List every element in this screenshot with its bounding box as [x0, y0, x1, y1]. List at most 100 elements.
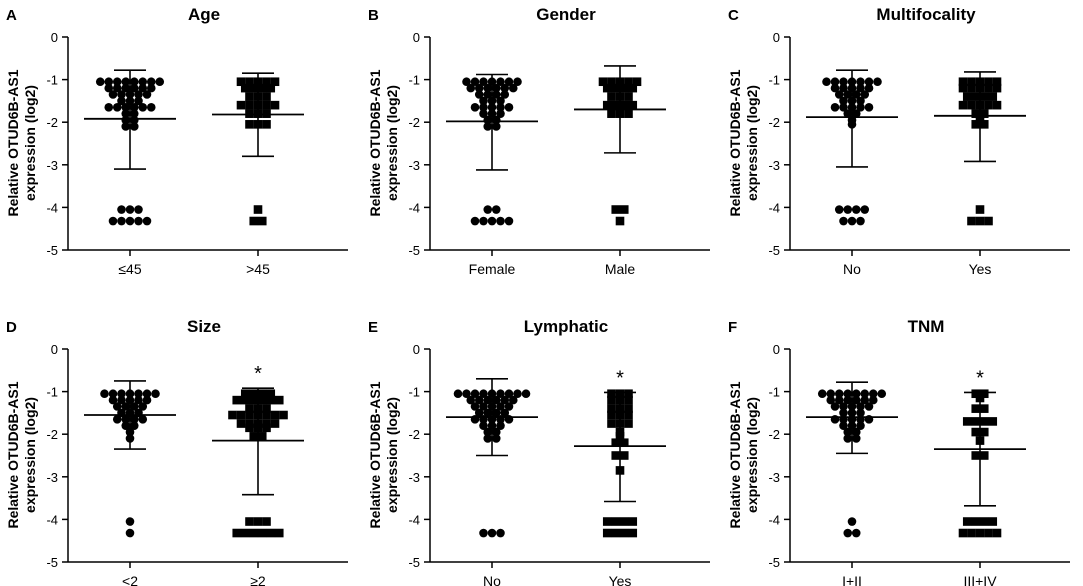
chart-4-group-1-point [611, 517, 621, 526]
chart-4-group-1-significance-marker: * [616, 367, 624, 389]
chart-0-group-1-point [257, 216, 267, 226]
chart-3-group-1-point [245, 410, 254, 420]
chart-1-group-0-point [500, 90, 510, 99]
chart-0-group-0-point [142, 216, 152, 226]
chart-1-group-0-point [470, 216, 480, 226]
chart-4-ylabel-line2: expression (log2) [384, 397, 400, 513]
chart-5-ytick-label: 0 [773, 342, 780, 357]
chart-5-ylabel-line2: expression (log2) [744, 397, 760, 513]
chart-1-group-1-point [619, 83, 629, 93]
chart-3-group-1-point [266, 389, 276, 399]
chart-2-title: Multifocality [876, 5, 976, 24]
chart-4-group-0-point [496, 389, 505, 399]
chart-2-group-0-point [839, 77, 848, 87]
chart-2-group-0-point [864, 102, 874, 112]
chart-2-group-0-point [839, 102, 848, 112]
chart-2-group-0-point [851, 109, 861, 118]
chart-2-group-1-point [967, 100, 976, 110]
chart-4-group-0-point [483, 395, 493, 405]
chart-5-group-1-point [984, 528, 993, 538]
chart-5-group-0-point [839, 421, 848, 430]
chart-1-title: Gender [536, 5, 596, 24]
chart-3-group-1-point [262, 410, 271, 420]
chart-4-group-1-point [602, 517, 612, 526]
chart-3-ytick-label: -2 [46, 427, 58, 442]
chart-4-group-1-point [611, 438, 621, 448]
chart-1-group-1-label: Male [605, 261, 636, 277]
chart-3-group-1-point [245, 517, 254, 526]
chart-4-group-0-point [470, 402, 480, 411]
chart-0-group-0-point [121, 102, 131, 112]
chart-2-group-0-point [834, 205, 844, 214]
chart-1-group-0-point [491, 122, 501, 131]
chart-5-group-1-point [967, 528, 976, 538]
chart-5-group-0-point [826, 389, 836, 399]
chart-0-group-1-point [236, 100, 246, 110]
chart-5-group-1-point [988, 517, 998, 526]
chart-5-group-1-point [971, 451, 981, 460]
chart-2-group-1-point [984, 100, 993, 110]
chart-1-group-0-point [504, 77, 514, 87]
panel-d: D Size Relative OTUD6B-AS1expression (log2… [5, 317, 348, 586]
chart-0-group-0-point [134, 216, 143, 226]
chart-1-group-1-point [602, 100, 612, 110]
chart-2-group-1-point [979, 109, 989, 118]
chart-4-group-1-point [611, 451, 621, 460]
chart-1-group-0-point [479, 96, 488, 106]
chart-1-ytick-label: -4 [408, 200, 420, 215]
chart-2-group-1-point [975, 205, 985, 214]
chart-1-group-0-point [504, 102, 514, 112]
chart-4-group-1-point [607, 410, 616, 420]
chart-3-title: Size [187, 317, 221, 336]
chart-5-group-0-point [877, 389, 887, 399]
chart-1-group-1-point [611, 205, 621, 214]
chart-4-group-0-point [474, 395, 484, 405]
chart-3-group-1-point [249, 389, 259, 399]
chart-0-group-0-point [146, 102, 156, 112]
chart-5-group-0-label: I+II [842, 573, 862, 586]
chart-1-group-0-point [491, 90, 501, 99]
chart-3-group-1-point [257, 395, 267, 405]
chart-4-group-0-point [487, 528, 497, 538]
chart-4-group-1-point [607, 404, 616, 413]
chart-5-group-0-point [847, 517, 857, 526]
chart-4-group-0-point [491, 427, 501, 437]
chart-5-group-0-point [826, 395, 836, 405]
chart-1-group-1-point [619, 100, 629, 110]
chart-3-group-1-point [262, 404, 271, 413]
chart-3-group-1-point [279, 410, 288, 420]
chart-0-group-0-point [134, 96, 143, 106]
chart-4-group-1-point [624, 410, 633, 420]
chart-1-group-1-point [607, 77, 616, 87]
chart-1-group-1-point [619, 205, 629, 214]
chart-5-group-0-point [851, 434, 861, 443]
chart-4-group-1-point [619, 528, 629, 538]
chart-1-group-1-point [607, 92, 616, 101]
chart-0-ytick-label: -5 [46, 243, 58, 258]
chart-3-group-0-point [138, 402, 148, 411]
chart-5-group-0-point [843, 434, 853, 443]
chart-3-group-1-point [240, 528, 250, 538]
chart-3-ylabel: Relative OTUD6B-AS1expression (log2) [5, 381, 38, 528]
chart-3-group-0-point [151, 389, 160, 399]
chart-0-group-0-point [129, 83, 139, 93]
chart-2-group-0-point [856, 96, 865, 106]
chart-0-group-0-point [129, 109, 139, 118]
chart-2-ytick-label: -2 [768, 115, 780, 130]
chart-0-group-0-point [104, 102, 114, 112]
chart-0-group-0-point [129, 122, 139, 131]
chart-4-group-0-point [496, 421, 505, 430]
chart-0-group-0-point [129, 102, 139, 112]
chart-1-ytick-label: -2 [408, 115, 420, 130]
chart-4-ytick-label: 0 [413, 342, 420, 357]
chart-3-group-1-point [228, 410, 237, 420]
chart-1-group-0-label: Female [469, 261, 516, 277]
chart-2-group-1-point [967, 216, 976, 226]
chart-3-group-1-point [232, 528, 242, 538]
chart-1-group-0-point [470, 102, 480, 112]
chart-1-group-0-point [487, 216, 497, 226]
chart-1-group-1-point [602, 83, 612, 93]
chart-2-group-0-point [843, 205, 853, 214]
chart-0-group-1-point [249, 83, 259, 93]
chart-1-group-1-point [632, 77, 642, 87]
